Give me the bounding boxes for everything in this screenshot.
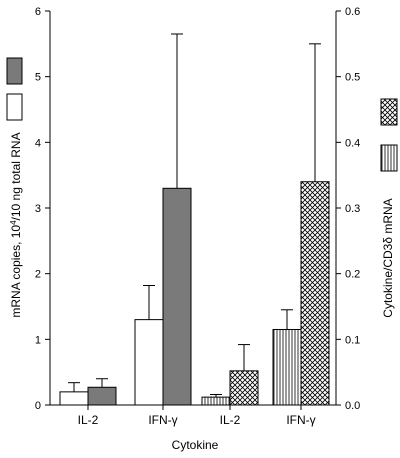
category-label: IFN-γ bbox=[286, 413, 315, 427]
left-tick-label: 1 bbox=[35, 334, 41, 346]
legend-swatch-gray bbox=[6, 57, 23, 85]
x-ticks bbox=[87, 405, 302, 410]
left-ticks: 0 1 2 3 4 5 6 bbox=[35, 6, 50, 412]
legend-left bbox=[6, 57, 23, 121]
bar-vertical-lines bbox=[201, 396, 231, 406]
bar-crosshatch bbox=[229, 370, 259, 406]
bar-gray bbox=[87, 386, 117, 406]
bar-vertical-lines bbox=[272, 328, 302, 406]
right-tick-label: 0.1 bbox=[345, 334, 360, 346]
error-bars bbox=[68, 33, 321, 398]
bar-crosshatch bbox=[300, 181, 330, 406]
right-tick-label: 0.2 bbox=[345, 269, 360, 281]
bar-gray bbox=[162, 187, 192, 406]
left-tick-label: 2 bbox=[35, 269, 41, 281]
left-tick-label: 0 bbox=[35, 400, 41, 412]
legend-right bbox=[380, 98, 398, 172]
right-tick-label: 0.0 bbox=[345, 400, 360, 412]
left-tick-label: 6 bbox=[35, 6, 41, 18]
legend-swatch-vertical-lines bbox=[380, 144, 398, 172]
bar-white bbox=[59, 391, 89, 406]
right-tick-label: 0.6 bbox=[345, 6, 360, 18]
right-tick-label: 0.5 bbox=[345, 72, 360, 84]
category-label: IFN-γ bbox=[148, 413, 177, 427]
left-tick-label: 3 bbox=[35, 203, 41, 215]
y2-axis-title: Cytokine/CD3δ mRNA bbox=[381, 198, 395, 317]
category-label: IL-2 bbox=[220, 413, 241, 427]
category-labels: IL-2 IFN-γ IL-2 IFN-γ bbox=[78, 413, 316, 427]
y-axis-title: mRNA copies, 104/10 ng total RNA bbox=[9, 132, 23, 317]
right-ticks: 0.0 0.1 0.2 0.3 0.4 0.5 0.6 bbox=[336, 6, 360, 412]
right-tick-label: 0.4 bbox=[345, 137, 360, 149]
left-tick-label: 4 bbox=[35, 137, 41, 149]
x-axis-title: Cytokine bbox=[172, 438, 219, 452]
bar-white bbox=[134, 319, 164, 406]
left-tick-label: 5 bbox=[35, 72, 41, 84]
right-tick-label: 0.3 bbox=[345, 203, 360, 215]
category-label: IL-2 bbox=[78, 413, 99, 427]
legend-swatch-crosshatch bbox=[380, 98, 398, 126]
bars bbox=[59, 181, 330, 406]
legend-swatch-white bbox=[6, 93, 23, 121]
